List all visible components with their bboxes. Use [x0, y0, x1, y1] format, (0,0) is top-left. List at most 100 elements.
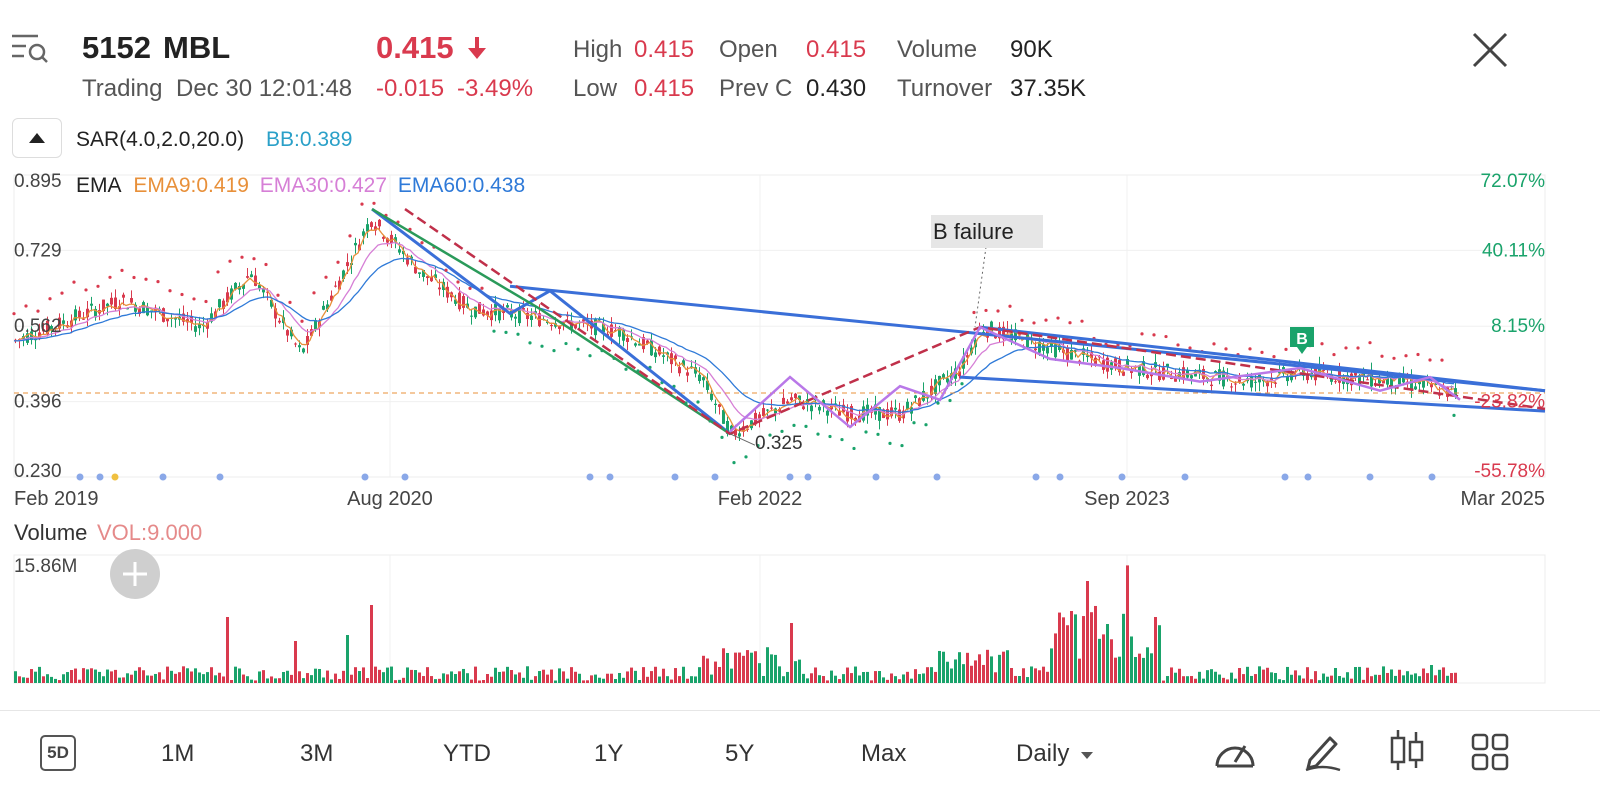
turnover-label: Turnover	[897, 75, 993, 102]
volume-bar	[1142, 657, 1145, 683]
event-dot	[872, 473, 880, 481]
volume-bar	[714, 661, 717, 683]
volume-bar	[1034, 668, 1037, 683]
volume-bar	[894, 676, 897, 683]
volume-bar	[1134, 656, 1137, 683]
period-5d-button[interactable]: 5D	[40, 735, 76, 771]
volume-bar	[322, 677, 325, 683]
draw-pen-icon[interactable]	[1302, 730, 1344, 777]
sar-dot	[72, 280, 76, 284]
volume-bar	[62, 674, 65, 683]
volume-bar	[1226, 679, 1229, 683]
high-label: High	[573, 36, 623, 63]
open-label: Open	[719, 36, 778, 63]
period-ytd-tab[interactable]: YTD	[443, 740, 491, 767]
volume-bar	[854, 666, 857, 683]
period-3m-tab[interactable]: 3M	[300, 740, 334, 767]
close-icon[interactable]	[1470, 30, 1510, 70]
period-max-tab[interactable]: Max	[861, 740, 907, 767]
volume-bar	[1454, 672, 1457, 683]
volume-bar	[190, 671, 193, 683]
candlestick-type-icon[interactable]	[1388, 728, 1426, 777]
volume-bar	[866, 671, 869, 683]
candle-body	[42, 329, 45, 332]
period-5y-tab[interactable]: 5Y	[725, 740, 755, 767]
volume-bar	[1366, 667, 1369, 683]
volume-bar	[1346, 672, 1349, 683]
volume-bar	[242, 674, 245, 683]
interval-select[interactable]: Daily	[1016, 740, 1094, 768]
price-chart[interactable]: 0.325 B 0.895 0.729 0.562 0.396 0.230 72.07% 40…	[0, 155, 1600, 515]
volume-bar	[50, 676, 53, 683]
volume-bar	[46, 674, 49, 683]
candle-body	[1334, 381, 1337, 383]
ema60-label: EMA60:0.438	[397, 174, 526, 197]
pct-axis-label: 72.07%	[1481, 171, 1546, 192]
candle-body	[386, 238, 389, 243]
volume-bar	[1306, 667, 1309, 683]
candle-body	[1318, 365, 1321, 375]
add-indicator-button[interactable]	[110, 549, 160, 599]
volume-bar	[746, 650, 749, 683]
b-failure-annotation: B failure	[931, 215, 1043, 248]
volume-bar	[1386, 672, 1389, 683]
candle-body	[310, 329, 313, 336]
volume-indicator-value: VOL:9.000	[97, 520, 203, 545]
sar-dot	[936, 401, 940, 405]
candle-body	[838, 410, 841, 416]
volume-bar	[122, 677, 125, 683]
sar-indicator-label[interactable]: SAR(4.0,2.0,20.0)	[76, 128, 245, 151]
sar-dot	[972, 310, 976, 315]
volume-bar	[666, 676, 669, 683]
candle-body	[410, 256, 413, 259]
volume-bar	[138, 667, 141, 683]
volume-bar	[1238, 668, 1241, 683]
candle-body	[818, 406, 821, 411]
gauge-icon[interactable]	[1212, 732, 1258, 777]
volume-chart[interactable]	[0, 550, 1600, 690]
volume-bar	[598, 677, 601, 683]
volume-bar	[1426, 673, 1429, 683]
candle-body	[770, 407, 773, 409]
sar-dot	[1380, 354, 1384, 358]
volume-bar	[558, 668, 561, 683]
ema-label: EMA	[76, 174, 122, 197]
candle-body	[1002, 326, 1005, 340]
volume-bar	[1374, 674, 1377, 683]
volume-bar	[1274, 673, 1277, 683]
volume-bar	[142, 670, 145, 683]
volume-bar	[426, 667, 429, 683]
volume-bar	[638, 679, 641, 683]
sar-dot	[24, 304, 28, 308]
volume-bar	[930, 667, 933, 683]
candle-body	[110, 297, 113, 305]
volume-bar	[1058, 612, 1061, 683]
volume-bar	[66, 672, 69, 683]
volume-bar	[1242, 674, 1245, 683]
sar-dot	[1020, 318, 1024, 322]
volume-bar	[82, 668, 85, 683]
volume-bar	[566, 678, 569, 683]
candle-body	[1170, 378, 1173, 380]
search-menu-icon[interactable]	[10, 30, 50, 66]
volume-bar	[1394, 675, 1397, 683]
volume-bar	[130, 674, 133, 683]
candle-body	[722, 410, 725, 424]
volume-bar	[1258, 666, 1261, 683]
collapse-indicators-button[interactable]	[12, 118, 62, 158]
grid-menu-icon[interactable]	[1470, 732, 1510, 777]
sar-dot	[480, 286, 484, 290]
candle-body	[1306, 374, 1309, 381]
caret-down-icon	[1081, 751, 1094, 759]
period-1y-tab[interactable]: 1Y	[594, 740, 624, 767]
candle-body	[174, 317, 177, 320]
volume-bar	[454, 674, 457, 683]
sar-dot	[84, 288, 88, 292]
volume-bar	[810, 673, 813, 683]
candle-body	[286, 330, 289, 336]
period-1m-tab[interactable]: 1M	[161, 740, 195, 767]
bb-indicator-label[interactable]: BB:0.389	[266, 128, 353, 151]
volume-bar	[1422, 668, 1425, 683]
candle-body	[834, 403, 837, 405]
candle-body	[962, 356, 965, 369]
